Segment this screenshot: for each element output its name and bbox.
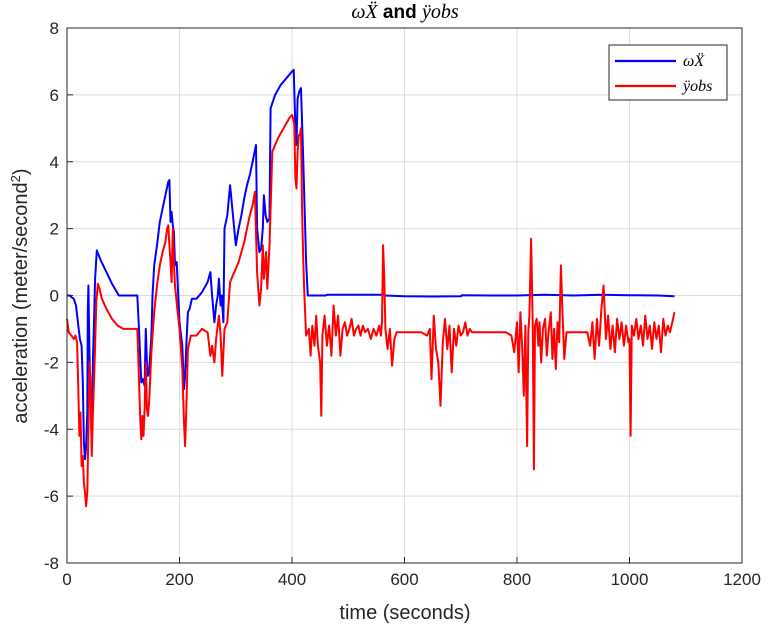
chart-title: ωẌ and ÿobs	[351, 0, 459, 23]
x-tick-label: 200	[165, 570, 193, 589]
legend-label-yobs: ÿobs	[681, 78, 712, 95]
title-series2: ÿobs	[420, 1, 459, 23]
title-joiner: and	[378, 2, 422, 23]
legend: ωẌ ÿobs	[608, 44, 728, 101]
y-tick-label: 2	[50, 220, 59, 239]
x-tick-label: 1200	[723, 570, 761, 589]
y-tick-label: 4	[50, 153, 59, 172]
y-tick-label: -8	[44, 554, 59, 573]
y-tick-label: -6	[44, 487, 59, 506]
series-line-yobs	[66, 113, 676, 508]
title-series1: ωẌ	[351, 0, 378, 23]
x-tick-label: 400	[278, 570, 306, 589]
plot-area	[66, 68, 676, 508]
y-axis-label-sup: 2	[8, 175, 23, 182]
y-tick-label: -4	[44, 420, 59, 439]
x-axis-label: time (seconds)	[339, 602, 470, 624]
x-tick-label: 800	[503, 570, 531, 589]
y-tick-label: -2	[44, 353, 59, 372]
x-tick-label: 600	[390, 570, 418, 589]
y-tick-label: 6	[50, 86, 59, 105]
y-tick-label: 8	[50, 19, 59, 38]
y-axis-label-main: acceleration (meter/second	[10, 182, 32, 423]
legend-label-omegax: ωẌ	[683, 52, 705, 70]
tick-labels: 0 200 400 600 800 1000 1200 -8 -6 -4 -2 0 2 4 6 8	[44, 19, 761, 589]
y-axis-label: acceleration (meter/second2)	[8, 168, 32, 423]
x-tick-label: 1000	[611, 570, 649, 589]
y-tick-label: 0	[50, 287, 59, 306]
y-axis-label-close: )	[10, 168, 32, 175]
legend-box	[608, 44, 728, 101]
series-line-omegax	[67, 68, 675, 461]
x-tick-label: 0	[62, 570, 71, 589]
